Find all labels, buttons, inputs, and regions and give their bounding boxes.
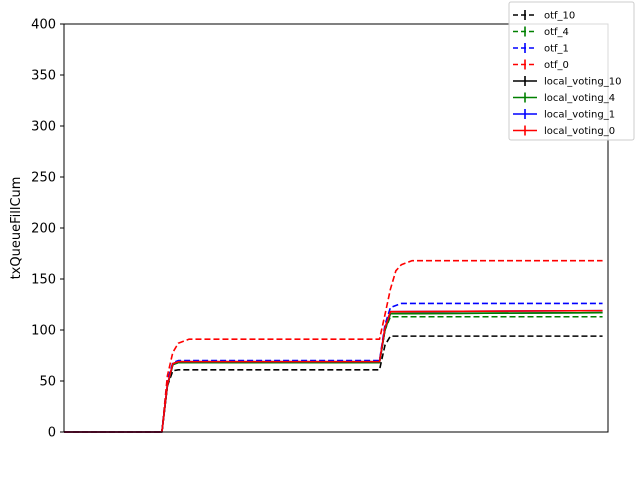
y-tick-label: 0 xyxy=(48,426,56,441)
y-ticks: 0 50 100 150 200 250 300 350 400 xyxy=(31,18,64,441)
y-axis-label: txQueueFillCum xyxy=(9,177,24,280)
y-tick-label: 300 xyxy=(31,120,56,135)
legend-item: otf_1 xyxy=(513,43,569,55)
series-line-otf-1 xyxy=(64,302,603,433)
y-tick-label: 50 xyxy=(39,375,56,390)
legend-item: local_voting_0 xyxy=(513,125,615,137)
y-tick-label: 200 xyxy=(31,222,56,237)
legend-item: otf_10 xyxy=(513,10,575,22)
legend-item: local_voting_1 xyxy=(513,109,615,121)
legend-label: local_voting_0 xyxy=(544,126,615,137)
y-tick-label: 100 xyxy=(31,324,56,339)
legend-label: otf_0 xyxy=(544,60,569,71)
y-tick-label: 150 xyxy=(31,273,56,288)
legend-label: local_voting_10 xyxy=(544,77,621,88)
series-layer xyxy=(64,259,603,433)
legend-label: otf_10 xyxy=(544,11,575,22)
legend-item: local_voting_10 xyxy=(513,76,621,88)
legend-item: local_voting_4 xyxy=(513,92,615,104)
legend-frame xyxy=(508,1,635,141)
legend-label: otf_4 xyxy=(544,27,569,38)
series-line-local-voting-0 xyxy=(64,309,603,433)
y-tick-label: 350 xyxy=(31,69,56,84)
legend-label: otf_1 xyxy=(544,44,569,55)
series-line-otf-0 xyxy=(64,259,603,433)
legend-label: local_voting_4 xyxy=(544,93,615,104)
y-tick-label: 400 xyxy=(31,18,56,33)
y-tick-label: 250 xyxy=(31,171,56,186)
legend-item: otf_4 xyxy=(513,26,569,38)
legend: otf_10 otf_4 otf_1 otf_0 local_voting_10loca… xyxy=(508,1,635,141)
legend-item: otf_0 xyxy=(513,59,569,71)
legend-label: local_voting_1 xyxy=(544,110,615,121)
